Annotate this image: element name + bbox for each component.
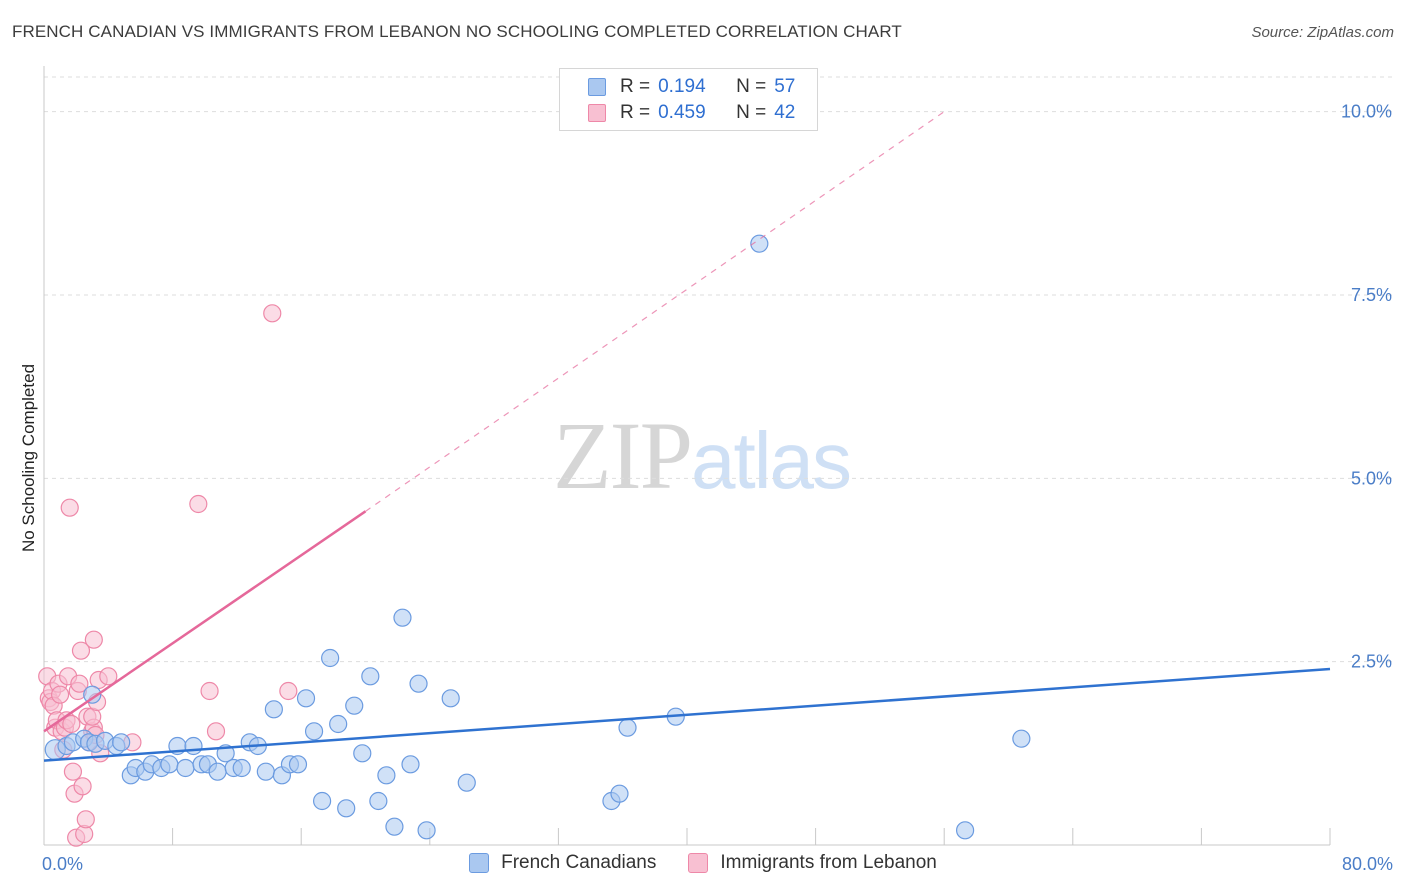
legend-n-label: N = bbox=[736, 76, 767, 97]
lebanon-point bbox=[70, 674, 89, 693]
watermark: ZIPatlas bbox=[553, 400, 852, 511]
legend-n-label: N = bbox=[736, 102, 767, 123]
french-point bbox=[610, 784, 629, 803]
legend-item-french[interactable]: French Canadians bbox=[469, 852, 656, 874]
french-point bbox=[176, 758, 195, 778]
watermark-atlas: atlas bbox=[691, 416, 852, 505]
legend-r-label: R = bbox=[620, 76, 651, 97]
legend-n-value: 57 bbox=[774, 76, 796, 97]
legend-label-lebanon: Immigrants from Lebanon bbox=[720, 852, 937, 873]
legend-r-value: 0.459 bbox=[658, 102, 706, 123]
french-point bbox=[441, 689, 460, 708]
french-point bbox=[618, 718, 637, 737]
grid-layer bbox=[44, 76, 1392, 663]
lebanon-point bbox=[60, 498, 79, 517]
source-label: Source: ZipAtlas.com bbox=[1251, 24, 1394, 41]
y-tick-label: 2.5% bbox=[1351, 652, 1392, 672]
x-tick-label-max: 80.0% bbox=[1342, 854, 1393, 874]
lebanon-point bbox=[279, 681, 298, 701]
legend-n-value: 42 bbox=[774, 102, 796, 123]
french-point bbox=[1012, 729, 1031, 748]
french-point bbox=[296, 689, 316, 708]
french-point bbox=[337, 799, 356, 818]
french-point bbox=[385, 817, 404, 836]
french-point bbox=[264, 700, 283, 719]
french-point bbox=[401, 755, 420, 774]
lebanon-point bbox=[206, 722, 226, 741]
lebanon-point bbox=[50, 685, 70, 704]
french-point bbox=[457, 773, 476, 792]
french-point bbox=[184, 736, 203, 756]
french-point bbox=[160, 755, 179, 774]
lebanon-point bbox=[263, 304, 282, 323]
french-trend-line bbox=[43, 667, 1331, 762]
trend-layer bbox=[43, 111, 1331, 762]
french-point bbox=[377, 766, 396, 785]
french-point bbox=[288, 755, 308, 774]
legend-r-value: 0.194 bbox=[658, 76, 706, 97]
legend-row-french: R = 0.194 N = 57 bbox=[588, 74, 795, 100]
lebanon-trend-line bbox=[43, 510, 367, 733]
french-point bbox=[393, 608, 412, 627]
y-tick-label: 7.5% bbox=[1351, 285, 1392, 305]
correlation-legend: R = 0.194 N = 57 R = 0.459 N = 42 bbox=[559, 68, 818, 131]
lebanon-points bbox=[38, 304, 298, 847]
lebanon-point bbox=[71, 641, 91, 660]
lebanon-point bbox=[73, 777, 92, 796]
french-point bbox=[345, 696, 364, 715]
french-point bbox=[304, 722, 324, 741]
lebanon-point bbox=[99, 667, 118, 686]
french-point bbox=[417, 821, 436, 840]
french-point bbox=[208, 762, 227, 781]
lebanon-point bbox=[62, 714, 81, 734]
french-point bbox=[750, 234, 769, 253]
french-point bbox=[329, 714, 348, 734]
axis-layer bbox=[43, 66, 1331, 846]
legend-swatch-lebanon bbox=[688, 853, 709, 873]
legend-item-lebanon[interactable]: Immigrants from Lebanon bbox=[688, 852, 937, 874]
lebanon-point bbox=[63, 762, 83, 781]
legend-swatch-blue bbox=[588, 78, 606, 96]
lebanon-point bbox=[200, 681, 219, 701]
lebanon-point bbox=[84, 630, 103, 649]
legend-swatch-french bbox=[469, 853, 490, 873]
legend-r-label: R = bbox=[620, 102, 651, 123]
french-point bbox=[256, 762, 275, 781]
french-point bbox=[83, 685, 102, 704]
french-point bbox=[321, 648, 340, 668]
french-point bbox=[361, 667, 380, 686]
french-point bbox=[232, 758, 251, 778]
french-point bbox=[112, 733, 131, 752]
lebanon-trend-extension bbox=[365, 111, 945, 512]
french-points bbox=[44, 234, 1031, 840]
x-tick-label-min: 0.0% bbox=[42, 854, 83, 874]
watermark-zip: ZIP bbox=[553, 402, 693, 509]
label-layer: 2.5% 5.0% 7.5% 10.0% 0.0% 80.0% No Schooling C… bbox=[19, 102, 1393, 874]
chart-title: FRENCH CANADIAN VS IMMIGRANTS FROM LEBAN… bbox=[12, 22, 902, 41]
series-legend: French Canadians Immigrants from Lebanon bbox=[0, 852, 1406, 874]
y-axis-label: No Schooling Completed bbox=[19, 364, 38, 552]
lebanon-point bbox=[76, 810, 95, 829]
legend-swatch-pink bbox=[588, 104, 606, 122]
lebanon-point bbox=[189, 494, 208, 514]
french-point bbox=[312, 791, 332, 811]
legend-row-lebanon: R = 0.459 N = 42 bbox=[588, 100, 795, 126]
legend-label-french: French Canadians bbox=[501, 852, 657, 873]
french-point bbox=[955, 821, 975, 840]
french-point bbox=[369, 791, 388, 811]
french-point bbox=[409, 674, 428, 693]
french-point bbox=[353, 744, 372, 763]
y-tick-label: 10.0% bbox=[1341, 102, 1392, 122]
y-tick-label: 5.0% bbox=[1351, 468, 1392, 488]
